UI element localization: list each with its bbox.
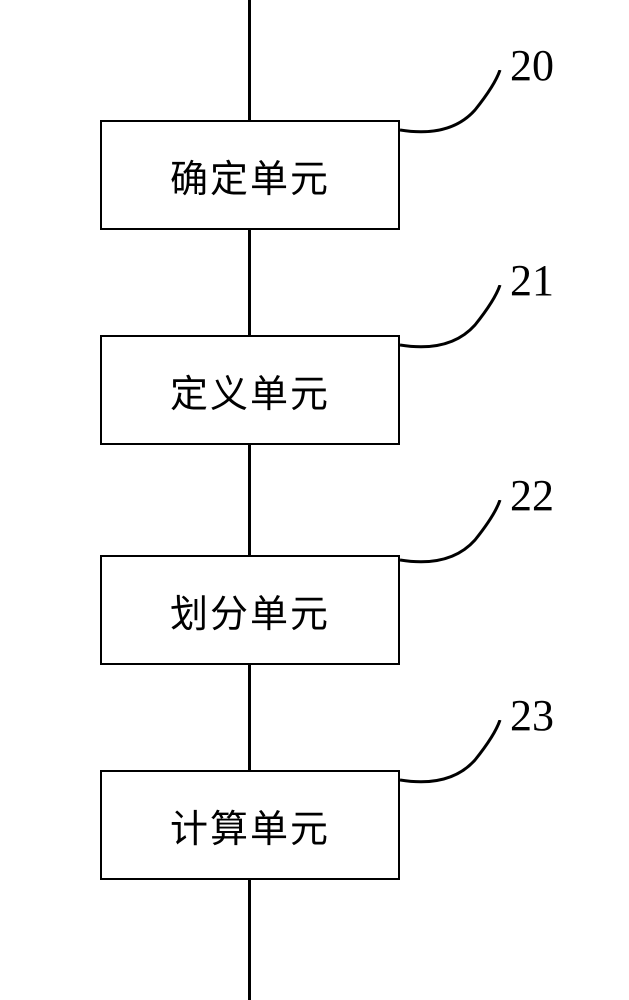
flow-box-0: 确定单元: [100, 120, 400, 230]
box-label-0: 确定单元: [170, 148, 330, 203]
number-label-0: 20: [510, 40, 554, 91]
callout-curve-2: [400, 500, 510, 570]
flow-box-1: 定义单元: [100, 335, 400, 445]
connector-1-2: [248, 445, 251, 555]
flow-box-3: 计算单元: [100, 770, 400, 880]
callout-curve-0: [400, 70, 510, 140]
callout-curve-3: [400, 720, 510, 790]
connector-2-3: [248, 665, 251, 770]
box-label-3: 计算单元: [170, 798, 330, 853]
box-label-1: 定义单元: [170, 363, 330, 418]
flowchart-diagram: 确定单元 20 定义单元 21 划分单元 22 计算单元 23: [0, 0, 629, 1000]
box-label-2: 划分单元: [170, 583, 330, 638]
flow-box-2: 划分单元: [100, 555, 400, 665]
number-label-2: 22: [510, 470, 554, 521]
number-label-1: 21: [510, 255, 554, 306]
connector-bottom: [248, 880, 251, 1000]
number-label-3: 23: [510, 690, 554, 741]
callout-curve-1: [400, 285, 510, 355]
connector-top: [248, 0, 251, 120]
connector-0-1: [248, 230, 251, 335]
